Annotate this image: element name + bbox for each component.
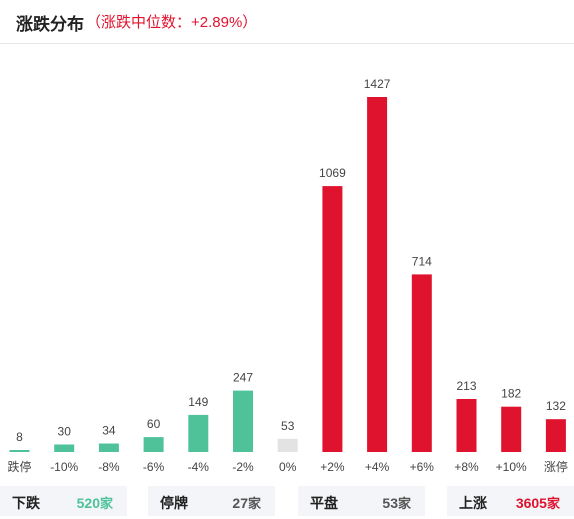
bar-9	[411, 274, 432, 452]
bar-value-label-2: 34	[102, 424, 116, 438]
bar-0	[9, 450, 30, 452]
category-label-12: 涨停	[544, 459, 568, 474]
stat-down-label: 下跌	[12, 495, 40, 511]
bar-value-label-5: 247	[233, 371, 253, 385]
stat-up-value: 3605	[515, 495, 547, 511]
stat-up-unit: 家	[546, 496, 560, 511]
median-change-subtitle: （涨跌中位数：+2.89%）	[86, 14, 258, 31]
bar-value-label-0: 8	[16, 430, 23, 444]
stat-suspended-value-wrap: 27家	[232, 493, 261, 512]
bar-value-label-4: 149	[188, 395, 208, 409]
bar-value-label-7: 1069	[319, 166, 346, 180]
stat-up: 上涨 3605家	[447, 486, 574, 516]
category-label-7: +2%	[320, 460, 345, 474]
stat-down: 下跌 520家	[0, 486, 127, 516]
category-label-1: -10%	[50, 460, 78, 474]
stat-suspended-label: 停牌	[160, 495, 188, 511]
chart-header: 涨跌分布 （涨跌中位数：+2.89%）	[0, 0, 574, 44]
bar-value-label-1: 30	[58, 425, 72, 439]
category-label-6: 0%	[279, 460, 297, 474]
distribution-bar-chart: 8 跌停 30 -10% 34 -8% 60 -6% 149 -4% 247 -2% 53 0% 1069 +…	[7, 77, 568, 474]
bar-value-label-10: 213	[456, 379, 476, 393]
bar-value-label-6: 53	[281, 419, 295, 433]
stat-flat-value-wrap: 53家	[382, 493, 411, 512]
category-label-8: +4%	[365, 460, 390, 474]
bar-8	[367, 97, 388, 452]
bar-value-label-8: 1427	[364, 77, 391, 91]
stat-suspended-value: 27	[232, 495, 248, 511]
stat-flat: 平盘 53家	[298, 486, 425, 516]
stat-flat-value: 53	[382, 495, 398, 511]
category-label-0: 跌停	[7, 459, 31, 474]
category-label-4: -4%	[188, 460, 210, 474]
chart-title: 涨跌分布	[16, 15, 84, 34]
bar-12	[545, 419, 566, 452]
bar-11	[501, 406, 522, 452]
stat-down-unit: 家	[99, 496, 113, 511]
category-label-3: -6%	[143, 460, 165, 474]
bar-2	[98, 443, 119, 452]
bar-1	[54, 444, 75, 452]
category-label-11: +10%	[496, 460, 527, 474]
bar-value-label-3: 60	[147, 417, 161, 431]
stat-down-value: 520	[76, 495, 100, 511]
stat-up-label: 上涨	[459, 495, 487, 511]
category-label-9: +6%	[410, 460, 435, 474]
category-label-2: -8%	[98, 460, 120, 474]
category-label-10: +8%	[454, 460, 479, 474]
stat-suspended: 停牌 27家	[148, 486, 275, 516]
bar-10	[456, 399, 477, 452]
bar-5	[233, 390, 253, 452]
bar-6	[277, 438, 298, 452]
stat-up-value-wrap: 3605家	[516, 493, 560, 512]
summary-footer: 下跌 520家 停牌 27家 平盘 53家 上涨 3605家	[0, 486, 574, 516]
bar-4	[188, 414, 209, 452]
bar-value-label-11: 182	[501, 387, 521, 401]
category-label-5: -2%	[232, 460, 254, 474]
stat-down-value-wrap: 520家	[77, 493, 113, 512]
bar-3	[143, 437, 164, 452]
bar-value-label-12: 132	[546, 399, 566, 413]
bar-value-label-9: 714	[412, 254, 432, 268]
stat-flat-unit: 家	[397, 496, 411, 511]
stat-suspended-unit: 家	[247, 496, 261, 511]
bar-7	[322, 186, 343, 452]
stat-flat-label: 平盘	[310, 495, 338, 511]
